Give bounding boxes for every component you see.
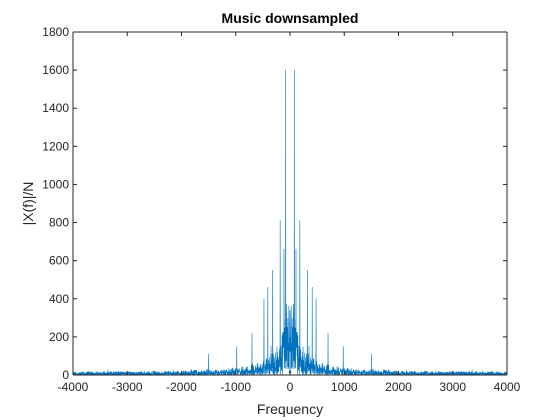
- y-tick-label: 800: [49, 216, 69, 230]
- y-tick-label: 1800: [42, 25, 69, 39]
- y-axis-label: |X(f)|/N: [20, 182, 36, 226]
- ticks: -4000 -3000 -2000 -1000 0 1000 2000 3000 4000 0 20…: [42, 25, 520, 394]
- x-tick-label: -3000: [112, 380, 143, 394]
- y-tick-label: 1200: [42, 139, 69, 153]
- y-tick-label: 0: [62, 368, 69, 382]
- x-tick-label: 2000: [385, 380, 412, 394]
- x-tick-label: 0: [287, 380, 294, 394]
- y-tick-label: 600: [49, 254, 69, 268]
- x-tick-label: 4000: [494, 380, 521, 394]
- spectrum-line: [72, 69, 508, 376]
- y-tick-label: 1400: [42, 101, 69, 115]
- x-tick-label: -1000: [220, 380, 251, 394]
- y-tick-label: 400: [49, 292, 69, 306]
- x-tick-label: -2000: [166, 380, 197, 394]
- x-tick-label: -4000: [58, 380, 89, 394]
- x-tick-label: 3000: [439, 380, 466, 394]
- chart-title: Music downsampled: [222, 10, 359, 26]
- y-tick-label: 1600: [42, 63, 69, 77]
- plot-area: [72, 69, 508, 376]
- x-axis-label: Frequency: [257, 401, 323, 417]
- y-tick-label: 1000: [42, 177, 69, 191]
- x-tick-label: 1000: [331, 380, 358, 394]
- y-tick-label: 200: [49, 330, 69, 344]
